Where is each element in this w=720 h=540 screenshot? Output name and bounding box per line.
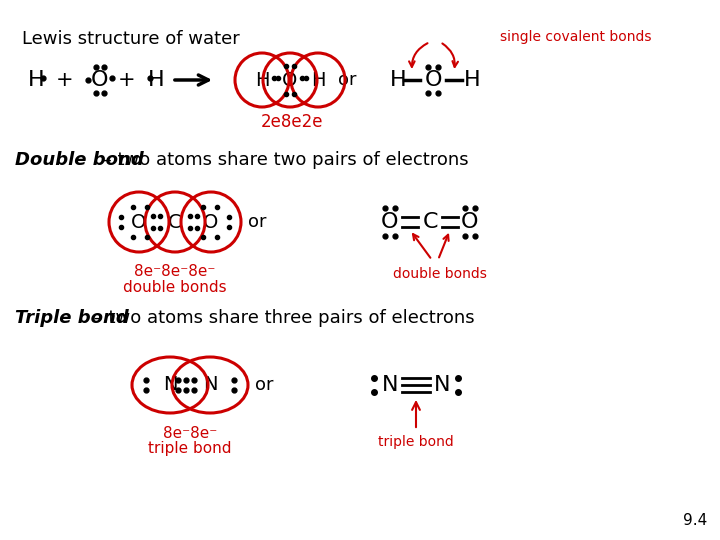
Text: or: or bbox=[338, 71, 356, 89]
Text: N: N bbox=[433, 375, 450, 395]
Text: 9.4: 9.4 bbox=[683, 513, 707, 528]
Text: Lewis structure of water: Lewis structure of water bbox=[22, 30, 240, 48]
Text: single covalent bonds: single covalent bonds bbox=[500, 30, 652, 44]
Text: H: H bbox=[148, 70, 165, 90]
Text: H: H bbox=[255, 71, 269, 90]
Text: O: O bbox=[424, 70, 442, 90]
Text: Triple bond: Triple bond bbox=[15, 309, 129, 327]
Text: N: N bbox=[203, 375, 217, 395]
Text: H: H bbox=[464, 70, 481, 90]
Text: – two atoms share three pairs of electrons: – two atoms share three pairs of electro… bbox=[88, 309, 474, 327]
Text: H: H bbox=[311, 71, 325, 90]
Text: Double bond: Double bond bbox=[15, 151, 144, 169]
Text: C: C bbox=[168, 213, 182, 232]
Text: N: N bbox=[382, 375, 398, 395]
Text: O: O bbox=[382, 212, 399, 232]
Text: O: O bbox=[131, 213, 147, 232]
Text: ⁻: ⁻ bbox=[312, 114, 319, 127]
Text: N: N bbox=[163, 375, 177, 395]
Text: +: + bbox=[56, 70, 73, 90]
Text: triple bond: triple bond bbox=[378, 435, 454, 449]
Text: double bonds: double bonds bbox=[123, 280, 227, 294]
Text: +: + bbox=[118, 70, 135, 90]
Text: O: O bbox=[282, 71, 297, 90]
Text: H: H bbox=[28, 70, 45, 90]
Text: 8e⁻8e⁻8e⁻: 8e⁻8e⁻8e⁻ bbox=[135, 265, 216, 280]
Text: triple bond: triple bond bbox=[148, 441, 232, 456]
Text: double bonds: double bonds bbox=[393, 267, 487, 281]
Text: O: O bbox=[91, 70, 109, 90]
Text: – two atoms share two pairs of electrons: – two atoms share two pairs of electrons bbox=[97, 151, 469, 169]
Text: or: or bbox=[255, 376, 274, 394]
Text: C: C bbox=[422, 212, 438, 232]
Text: H: H bbox=[390, 70, 407, 90]
Text: or: or bbox=[248, 213, 266, 231]
Text: 8e⁻8e⁻: 8e⁻8e⁻ bbox=[163, 426, 217, 441]
Text: O: O bbox=[462, 212, 479, 232]
Text: 2e8e2e: 2e8e2e bbox=[261, 113, 323, 131]
Text: O: O bbox=[203, 213, 219, 232]
